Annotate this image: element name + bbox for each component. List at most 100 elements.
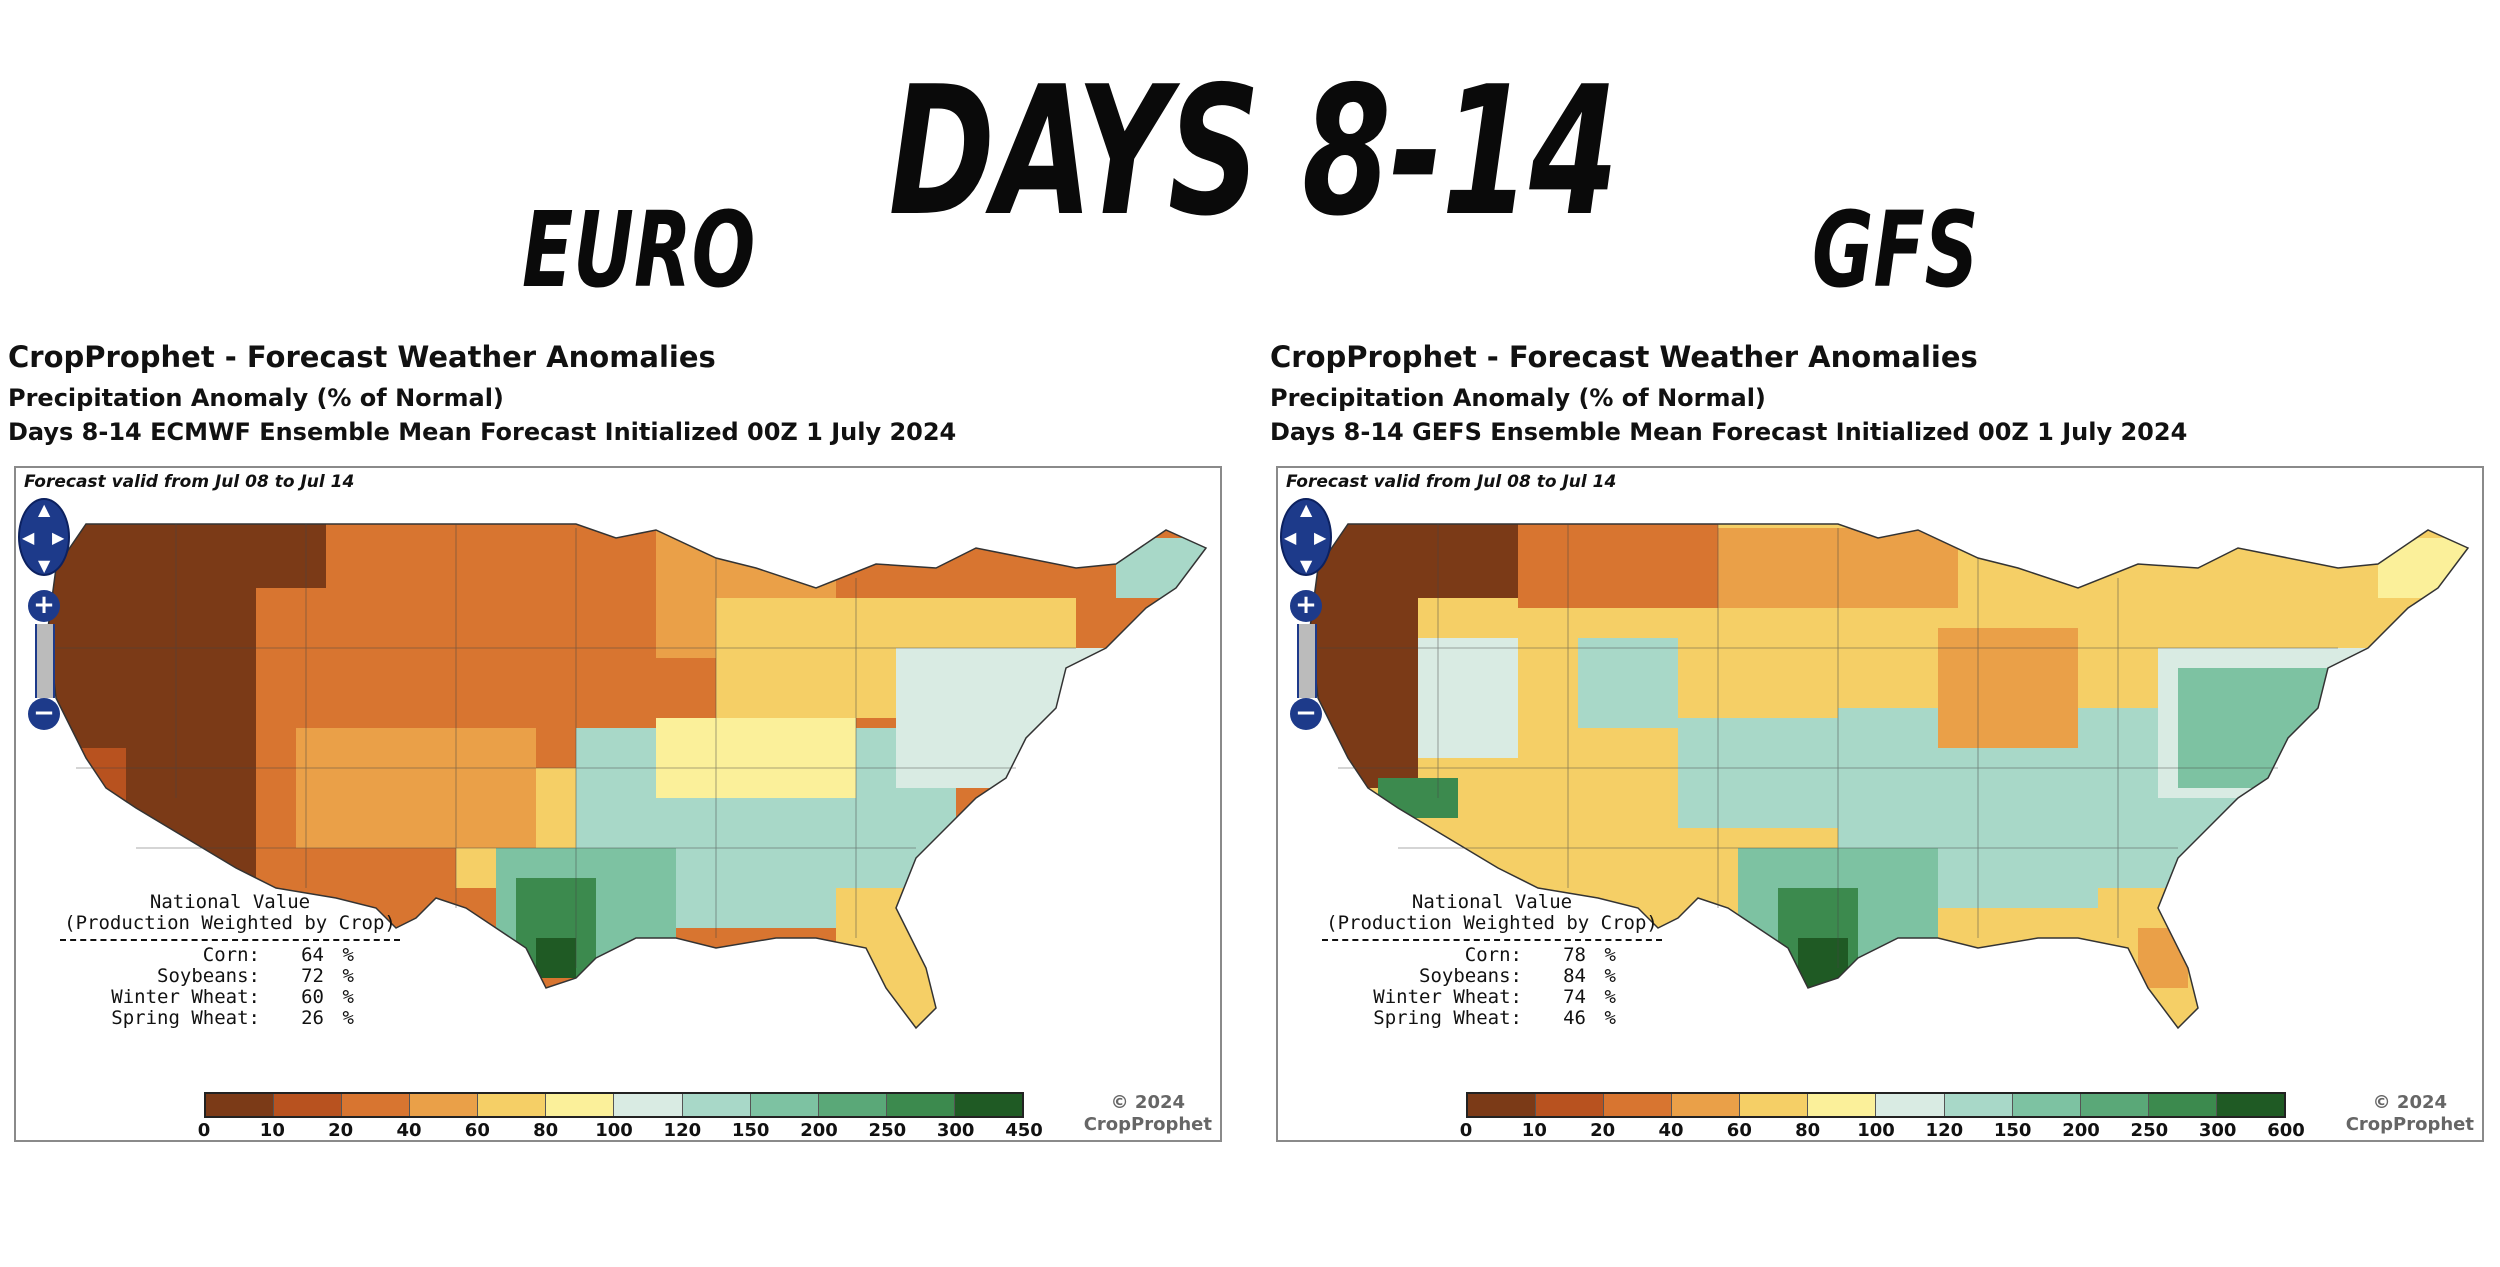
color-scale-ticks: 0 10 20 40 60 80 100 120 150 200 250 300 600 bbox=[1460, 1120, 2305, 1141]
color-swatch bbox=[886, 1094, 955, 1116]
national-value-divider bbox=[60, 939, 400, 941]
scale-tick-label: 150 bbox=[731, 1120, 770, 1141]
scale-tick-label: 40 bbox=[1658, 1120, 1684, 1141]
national-value-subtitle: (Production Weighted by Crop) bbox=[1326, 912, 1658, 934]
national-value-title: National Value bbox=[149, 891, 311, 913]
map-nav-control: ▲ ▼ ◀ ▶ + − bbox=[18, 498, 72, 730]
map-frame[interactable]: Forecast valid from Jul 08 to Jul 14 ▲ ▼… bbox=[14, 466, 1222, 1142]
panel-forecast-line: Days 8-14 ECMWF Ensemble Mean Forecast I… bbox=[8, 418, 957, 446]
crop-value: 46 bbox=[1563, 1007, 1586, 1029]
crop-unit: % bbox=[1604, 986, 1616, 1008]
scale-tick-label: 300 bbox=[2198, 1120, 2237, 1141]
scale-tick-label: 150 bbox=[1993, 1120, 2032, 1141]
scale-tick-label: 120 bbox=[1925, 1120, 1964, 1141]
pan-control[interactable]: ▲ ▼ ◀ ▶ bbox=[18, 498, 70, 576]
color-swatch bbox=[750, 1094, 819, 1116]
scale-tick-label: 20 bbox=[1590, 1120, 1616, 1141]
color-swatch bbox=[1808, 1094, 1877, 1116]
scale-tick-label: 80 bbox=[1795, 1120, 1821, 1141]
color-swatch bbox=[1672, 1094, 1741, 1116]
scale-tick-label: 60 bbox=[1726, 1120, 1752, 1141]
crop-name: Spring Wheat: bbox=[111, 1007, 260, 1029]
scale-tick-label: 120 bbox=[663, 1120, 702, 1141]
euro-label: EURO bbox=[522, 189, 756, 311]
scale-tick-label: 200 bbox=[2062, 1120, 2100, 1141]
zoom-slider[interactable] bbox=[35, 624, 55, 698]
color-swatch bbox=[410, 1094, 479, 1116]
color-swatch bbox=[1604, 1094, 1673, 1116]
pan-up-icon[interactable]: ▲ bbox=[1300, 500, 1313, 519]
color-swatch bbox=[1468, 1094, 1537, 1116]
zoom-out-button[interactable]: − bbox=[1290, 698, 1322, 730]
panel-title: CropProphet - Forecast Weather Anomalies bbox=[8, 340, 716, 374]
map-fill bbox=[48, 524, 1206, 1028]
scale-tick-label: 300 bbox=[936, 1120, 975, 1141]
crop-value: 26 bbox=[301, 1007, 324, 1029]
pan-left-icon[interactable]: ◀ bbox=[1284, 528, 1297, 547]
us-precip-map bbox=[47, 523, 1208, 1030]
gfs-label: GFS bbox=[1812, 189, 1979, 311]
crop-name: Spring Wheat: bbox=[1373, 1007, 1522, 1029]
zoom-in-button[interactable]: + bbox=[1290, 590, 1322, 622]
pan-left-icon[interactable]: ◀ bbox=[22, 528, 35, 547]
national-value-divider bbox=[1322, 939, 1662, 941]
color-swatch bbox=[2080, 1094, 2149, 1116]
scale-tick-label: 80 bbox=[533, 1120, 559, 1141]
crop-name: Corn: bbox=[1464, 944, 1522, 966]
panel-subtitle: Precipitation Anomaly (% of Normal) bbox=[8, 384, 504, 412]
national-value-row: Spring Wheat: 46 % bbox=[1322, 1008, 1682, 1029]
national-value-row: Winter Wheat: 60 % bbox=[60, 987, 420, 1008]
pan-down-icon[interactable]: ▼ bbox=[1300, 556, 1313, 575]
pan-right-icon[interactable]: ▶ bbox=[1314, 528, 1327, 547]
color-swatch bbox=[1944, 1094, 2013, 1116]
map-fill bbox=[1310, 524, 2468, 1028]
color-swatch bbox=[546, 1094, 615, 1116]
scale-tick-label: 10 bbox=[259, 1120, 285, 1141]
national-value-row: Corn: 78 % bbox=[1322, 945, 1682, 966]
map-frame[interactable]: Forecast valid from Jul 08 to Jul 14 ▲ ▼… bbox=[1276, 466, 2484, 1142]
crop-unit: % bbox=[342, 986, 354, 1008]
pan-right-icon[interactable]: ▶ bbox=[52, 528, 65, 547]
scale-tick-label: 0 bbox=[1459, 1120, 1473, 1141]
color-scale-ticks: 0 10 20 40 60 80 100 120 150 200 250 300 450 bbox=[198, 1120, 1043, 1141]
crop-unit: % bbox=[1604, 965, 1616, 987]
scale-tick-label: 60 bbox=[464, 1120, 490, 1141]
scale-tick-label: 40 bbox=[396, 1120, 422, 1141]
national-value-box: National Value (Production Weighted by C… bbox=[1322, 892, 1682, 1029]
color-swatch bbox=[2148, 1094, 2217, 1116]
pan-up-icon[interactable]: ▲ bbox=[38, 500, 51, 519]
crop-name: Soybeans: bbox=[1419, 965, 1522, 987]
euro-panel: CropProphet - Forecast Weather Anomalies… bbox=[8, 330, 1248, 1150]
national-value-row: Soybeans: 72 % bbox=[60, 966, 420, 987]
panel-title: CropProphet - Forecast Weather Anomalies bbox=[1270, 340, 1978, 374]
us-precip-map bbox=[1309, 523, 2470, 1030]
zoom-slider[interactable] bbox=[1297, 624, 1317, 698]
zoom-in-button[interactable]: + bbox=[28, 590, 60, 622]
color-scale: 0 10 20 40 60 80 100 120 150 200 250 300 600 bbox=[1460, 1092, 2305, 1141]
panel-forecast-line: Days 8-14 GEFS Ensemble Mean Forecast In… bbox=[1270, 418, 2188, 446]
crop-unit: % bbox=[342, 965, 354, 987]
scale-tick-label: 0 bbox=[197, 1120, 211, 1141]
scale-tick-label: 100 bbox=[1857, 1120, 1895, 1141]
color-swatch bbox=[614, 1094, 683, 1116]
pan-control[interactable]: ▲ ▼ ◀ ▶ bbox=[1280, 498, 1332, 576]
color-swatch bbox=[682, 1094, 751, 1116]
scale-tick-label: 600 bbox=[2267, 1120, 2305, 1141]
national-value-row: Soybeans: 84 % bbox=[1322, 966, 1682, 987]
color-swatch bbox=[954, 1094, 1022, 1116]
national-value-box: National Value (Production Weighted by C… bbox=[60, 892, 420, 1029]
crop-name: Winter Wheat: bbox=[111, 986, 260, 1008]
pan-down-icon[interactable]: ▼ bbox=[38, 556, 51, 575]
zoom-out-button[interactable]: − bbox=[28, 698, 60, 730]
copyright-owner: CropProphet bbox=[2345, 1114, 2474, 1135]
national-value-row: Winter Wheat: 74 % bbox=[1322, 987, 1682, 1008]
copyright-year: © 2024 bbox=[1110, 1092, 1186, 1113]
crop-name: Soybeans: bbox=[157, 965, 260, 987]
national-value-title: National Value bbox=[1411, 891, 1573, 913]
crop-value: 72 bbox=[301, 965, 324, 987]
crop-unit: % bbox=[1604, 944, 1616, 966]
crop-value: 84 bbox=[1563, 965, 1586, 987]
forecast-valid-text: Forecast valid from Jul 08 to Jul 14 bbox=[24, 472, 355, 492]
panel-subtitle: Precipitation Anomaly (% of Normal) bbox=[1270, 384, 1766, 412]
scale-tick-label: 10 bbox=[1521, 1120, 1547, 1141]
